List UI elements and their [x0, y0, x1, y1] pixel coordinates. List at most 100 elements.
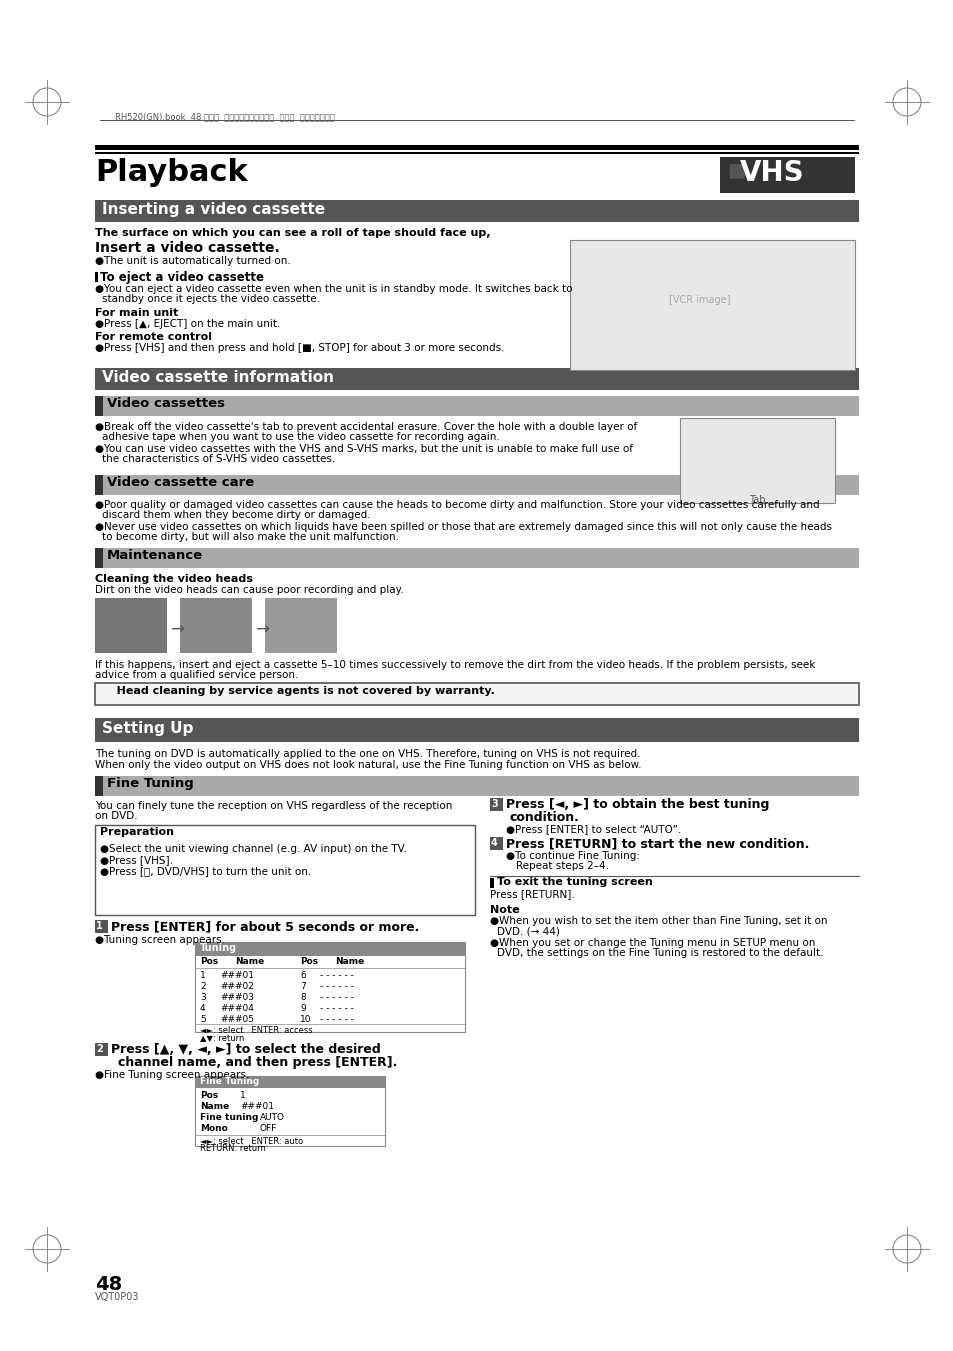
Text: When only the video output on VHS does not look natural, use the Fine Tuning fun: When only the video output on VHS does n…	[95, 761, 640, 770]
Text: Video cassette information: Video cassette information	[102, 370, 334, 385]
Text: the characteristics of S-VHS video cassettes.: the characteristics of S-VHS video casse…	[102, 454, 335, 463]
Text: ●Press [VHS].: ●Press [VHS].	[100, 855, 172, 865]
Text: Fine tuning: Fine tuning	[200, 1113, 258, 1121]
Text: 1: 1	[200, 971, 206, 979]
Text: 6: 6	[299, 971, 305, 979]
Bar	[490, 798, 502, 811]
Text: Pos: Pos	[299, 957, 317, 966]
Text: Setting Up: Setting Up	[102, 721, 193, 736]
Text: Press [RETURN].: Press [RETURN].	[490, 889, 574, 898]
Bar	[95, 367, 858, 390]
Text: Pos: Pos	[200, 1092, 218, 1100]
Text: Video cassettes: Video cassettes	[107, 397, 225, 409]
Text: - - - - - -: - - - - - -	[319, 1004, 354, 1013]
Text: 2: 2	[96, 1044, 103, 1054]
Bar	[194, 1075, 385, 1146]
Text: ●Press [ENTER] to select “AUTO”.: ●Press [ENTER] to select “AUTO”.	[505, 824, 680, 834]
Bar	[95, 396, 858, 416]
Text: RH520(GN).book  48 ページ  ２００５年５月２５日  水曜日  午後１２時２分: RH520(GN).book 48 ページ ２００５年５月２５日 水曜日 午後１…	[115, 112, 335, 122]
Bar	[95, 920, 108, 934]
Text: ●When you wish to set the item other than Fine Tuning, set it on: ●When you wish to set the item other tha…	[490, 916, 826, 925]
Text: ###05: ###05	[220, 1015, 253, 1024]
Bar	[490, 838, 502, 850]
Text: Press [◄, ►] to obtain the best tuning: Press [◄, ►] to obtain the best tuning	[505, 798, 768, 811]
Text: Repeat steps 2–4.: Repeat steps 2–4.	[516, 861, 608, 871]
Text: ◄►: select   ENTER: auto: ◄►: select ENTER: auto	[200, 1138, 303, 1146]
Bar	[95, 200, 858, 222]
Text: 7: 7	[299, 982, 305, 992]
Bar	[490, 878, 494, 888]
Bar	[95, 825, 475, 915]
Text: 4: 4	[200, 1004, 206, 1013]
Bar	[95, 825, 475, 842]
Text: Fine Tuning: Fine Tuning	[200, 1077, 259, 1086]
Bar	[194, 942, 464, 957]
Text: ●To continue Fine Tuning:: ●To continue Fine Tuning:	[505, 851, 639, 861]
Text: ◄►: select   ENTER: access: ◄►: select ENTER: access	[200, 1025, 313, 1035]
Text: OFF: OFF	[260, 1124, 277, 1133]
Text: Inserting a video cassette: Inserting a video cassette	[102, 203, 325, 218]
Text: 48: 48	[95, 1275, 122, 1294]
Text: Head cleaning by service agents is not covered by warranty.: Head cleaning by service agents is not c…	[105, 686, 495, 696]
Text: 3: 3	[200, 993, 206, 1002]
Text: discard them when they become dirty or damaged.: discard them when they become dirty or d…	[102, 509, 370, 520]
Text: →: →	[254, 621, 269, 639]
Text: VHS: VHS	[740, 159, 803, 186]
Bar	[95, 598, 167, 653]
Text: Name: Name	[234, 957, 264, 966]
Bar	[95, 153, 858, 154]
Text: 1: 1	[96, 921, 103, 931]
Text: ●Press [⏻, DVD/VHS] to turn the unit on.: ●Press [⏻, DVD/VHS] to turn the unit on.	[100, 866, 311, 875]
Text: - - - - - -: - - - - - -	[319, 993, 354, 1002]
Bar	[95, 476, 858, 494]
Text: Insert a video cassette.: Insert a video cassette.	[95, 240, 279, 255]
Text: ●Tuning screen appears.: ●Tuning screen appears.	[95, 935, 225, 944]
Text: If this happens, insert and eject a cassette 5–10 times successively to remove t: If this happens, insert and eject a cass…	[95, 661, 815, 670]
Text: ###01: ###01	[220, 971, 253, 979]
Text: ###02: ###02	[220, 982, 253, 992]
Text: Mono: Mono	[200, 1124, 228, 1133]
Text: - - - - - -: - - - - - -	[319, 1015, 354, 1024]
Text: VQT0P03: VQT0P03	[95, 1292, 139, 1302]
Bar	[720, 157, 854, 193]
Text: DVD, the settings on the Fine Tuning is restored to the default.: DVD, the settings on the Fine Tuning is …	[497, 948, 822, 958]
Text: →: →	[170, 621, 184, 639]
Bar	[194, 942, 464, 1032]
Text: Tuning: Tuning	[200, 943, 237, 952]
Text: ●Poor quality or damaged video cassettes can cause the heads to become dirty and: ●Poor quality or damaged video cassettes…	[95, 500, 819, 509]
Text: 1: 1	[240, 1092, 246, 1100]
Text: adhesive tape when you want to use the video cassette for recording again.: adhesive tape when you want to use the v…	[102, 432, 499, 442]
Text: For main unit: For main unit	[95, 308, 178, 317]
Text: ●Never use video cassettes on which liquids have been spilled or those that are : ●Never use video cassettes on which liqu…	[95, 521, 831, 532]
Text: on DVD.: on DVD.	[95, 811, 137, 821]
Text: RETURN: return: RETURN: return	[200, 1144, 266, 1152]
Text: to become dirty, but will also make the unit malfunction.: to become dirty, but will also make the …	[102, 532, 398, 542]
Text: ###03: ###03	[220, 993, 253, 1002]
Text: ●The unit is automatically turned on.: ●The unit is automatically turned on.	[95, 255, 291, 266]
Text: ●Fine Tuning screen appears.: ●Fine Tuning screen appears.	[95, 1070, 249, 1079]
Bar	[194, 1075, 385, 1088]
Text: ●You can eject a video cassette even when the unit is in standby mode. It switch: ●You can eject a video cassette even whe…	[95, 284, 572, 295]
Text: Press [RETURN] to start the new condition.: Press [RETURN] to start the new conditio…	[505, 838, 808, 850]
Text: channel name, and then press [ENTER].: channel name, and then press [ENTER].	[118, 1056, 397, 1069]
Text: Name: Name	[200, 1102, 229, 1111]
Text: Preparation: Preparation	[100, 827, 173, 838]
Bar	[95, 684, 858, 705]
Text: ###04: ###04	[220, 1004, 253, 1013]
Text: standby once it ejects the video cassette.: standby once it ejects the video cassett…	[102, 295, 319, 304]
Text: 5: 5	[200, 1015, 206, 1024]
Text: ■: ■	[726, 159, 744, 178]
Text: Note: Note	[490, 905, 519, 915]
Text: ●You can use video cassettes with the VHS and S-VHS marks, but the unit is unabl: ●You can use video cassettes with the VH…	[95, 444, 633, 454]
Text: 3: 3	[491, 798, 497, 809]
Text: Fine Tuning: Fine Tuning	[107, 777, 193, 790]
Text: AUTO: AUTO	[260, 1113, 285, 1121]
Bar	[265, 598, 336, 653]
Bar	[95, 775, 103, 796]
Bar	[95, 549, 103, 567]
Text: Dirt on the video heads can cause poor recording and play.: Dirt on the video heads can cause poor r…	[95, 585, 403, 594]
Text: advice from a qualified service person.: advice from a qualified service person.	[95, 670, 298, 680]
Text: The surface on which you can see a roll of tape should face up,: The surface on which you can see a roll …	[95, 228, 490, 238]
Text: Video cassette care: Video cassette care	[107, 476, 254, 489]
Text: ●Break off the video cassette's tab to prevent accidental erasure. Cover the hol: ●Break off the video cassette's tab to p…	[95, 422, 637, 432]
